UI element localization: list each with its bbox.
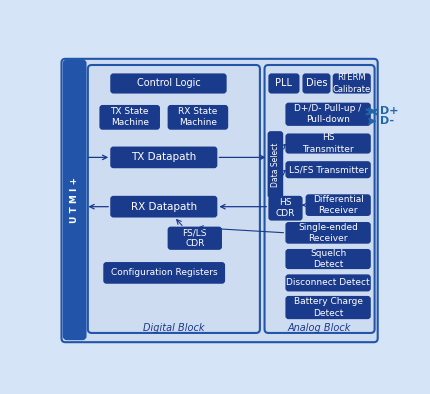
FancyBboxPatch shape [61,59,378,342]
Text: Battery Charge
Detect: Battery Charge Detect [294,297,362,318]
FancyBboxPatch shape [264,65,375,333]
FancyBboxPatch shape [269,74,299,93]
Text: RTERM
Calibrate: RTERM Calibrate [333,73,371,93]
Text: Configuration Registers: Configuration Registers [111,268,218,277]
Text: Data Select: Data Select [271,143,280,187]
Text: Control Logic: Control Logic [137,78,200,89]
FancyBboxPatch shape [286,297,370,318]
Text: PLL: PLL [276,78,292,89]
FancyBboxPatch shape [100,106,159,129]
FancyBboxPatch shape [286,162,370,177]
Text: Differential
Receiver: Differential Receiver [313,195,364,215]
Text: U T M I +: U T M I + [70,177,79,223]
Text: D+/D- Pull-up /
Pull-down: D+/D- Pull-up / Pull-down [295,104,362,125]
Text: LS/FS Transmitter: LS/FS Transmitter [289,165,368,174]
FancyBboxPatch shape [111,197,216,217]
FancyBboxPatch shape [111,147,216,167]
FancyBboxPatch shape [88,65,260,333]
FancyBboxPatch shape [286,134,370,153]
FancyBboxPatch shape [64,60,86,339]
Text: Squelch
Detect: Squelch Detect [310,249,346,269]
Text: Digital Block: Digital Block [143,323,205,333]
FancyBboxPatch shape [111,74,226,93]
Text: FS/LS
CDR: FS/LS CDR [183,228,207,248]
Text: TX Datapath: TX Datapath [131,152,197,162]
FancyBboxPatch shape [268,132,283,197]
Text: Disconnect Detect: Disconnect Detect [286,279,370,287]
Text: Single-ended
Receiver: Single-ended Receiver [298,223,358,243]
FancyBboxPatch shape [303,74,330,93]
Text: TX State
Machine: TX State Machine [111,107,149,127]
FancyBboxPatch shape [169,227,221,249]
FancyBboxPatch shape [286,250,370,268]
Text: HS
CDR: HS CDR [276,198,295,218]
FancyBboxPatch shape [269,197,302,220]
Text: RX Datapath: RX Datapath [131,202,197,212]
Text: D-: D- [380,116,394,126]
FancyBboxPatch shape [286,104,370,125]
FancyBboxPatch shape [169,106,227,129]
FancyBboxPatch shape [104,263,224,283]
FancyBboxPatch shape [286,223,370,243]
Text: Dies: Dies [306,78,327,89]
Text: HS
Transmitter: HS Transmitter [302,134,354,154]
FancyBboxPatch shape [334,74,370,93]
FancyBboxPatch shape [307,195,370,215]
FancyBboxPatch shape [286,275,370,291]
Text: Analog Block: Analog Block [288,323,351,333]
Text: RX State
Machine: RX State Machine [178,107,218,127]
Text: D+: D+ [380,106,399,116]
